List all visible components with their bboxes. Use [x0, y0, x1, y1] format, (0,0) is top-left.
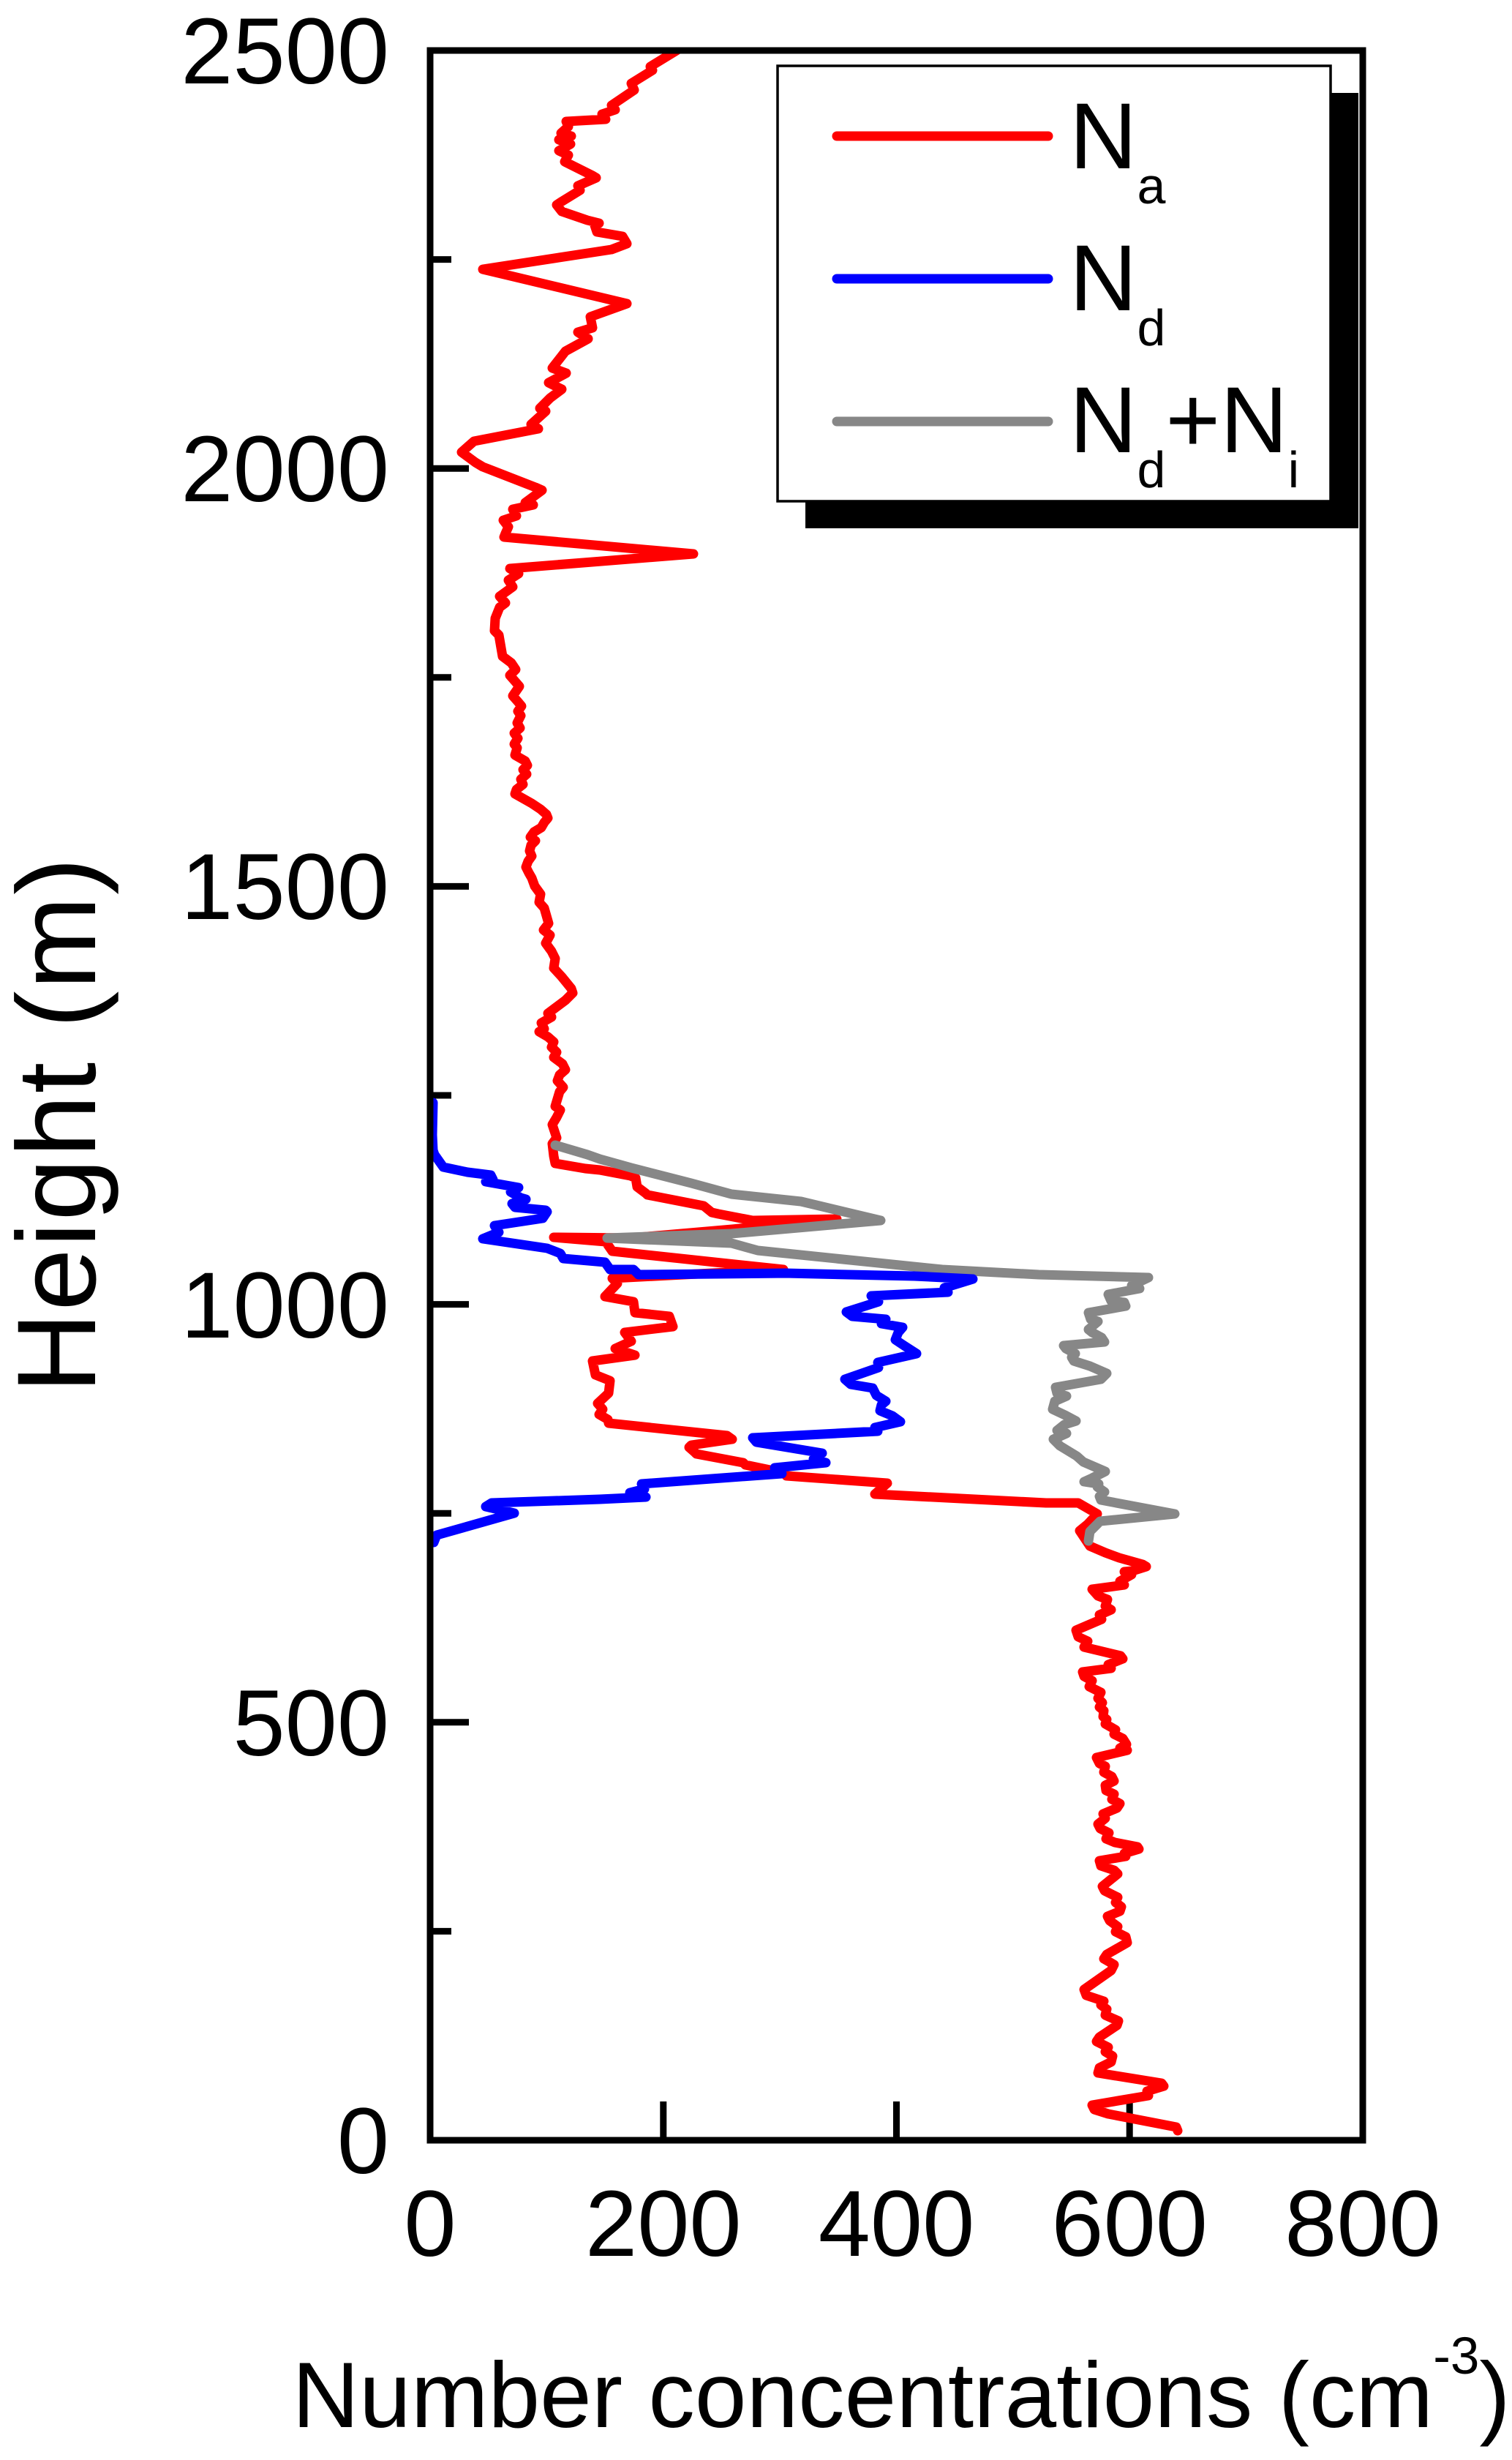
- svg-text:200: 200: [585, 2172, 742, 2276]
- svg-text:1500: 1500: [181, 835, 389, 940]
- svg-text:500: 500: [233, 1671, 389, 1776]
- svg-text:800: 800: [1285, 2172, 1441, 2276]
- svg-text:Height (m): Height (m): [0, 856, 119, 1393]
- svg-text:Number concentrations (cm-3): Number concentrations (cm-3): [292, 2328, 1510, 2447]
- svg-text:400: 400: [819, 2172, 975, 2276]
- svg-text:600: 600: [1051, 2172, 1208, 2276]
- svg-text:0: 0: [337, 2089, 389, 2194]
- svg-text:1000: 1000: [181, 1253, 389, 1358]
- svg-text:2000: 2000: [181, 417, 389, 522]
- svg-text:2500: 2500: [181, 0, 389, 104]
- svg-text:0: 0: [404, 2172, 456, 2276]
